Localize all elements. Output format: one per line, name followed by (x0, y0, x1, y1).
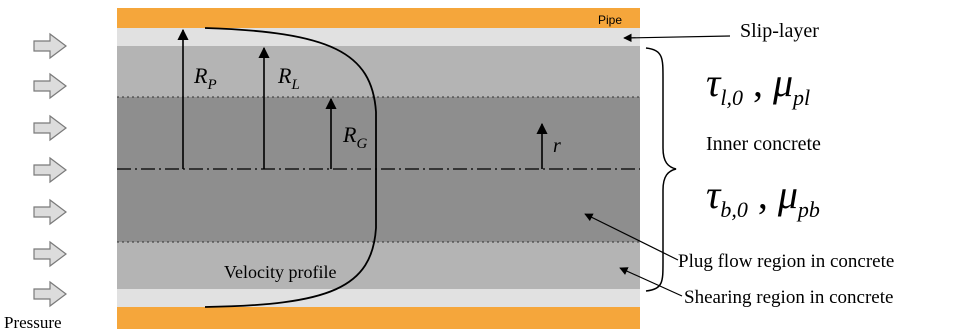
inner-concrete-brace (645, 47, 677, 292)
shearing-label: Shearing region in concrete (684, 287, 893, 308)
pressure-arrow-icon (33, 241, 67, 267)
velocity-profile-label: Velocity profile (224, 262, 336, 282)
shearing-region-bottom (117, 242, 640, 289)
pressure-arrow-icon (33, 33, 67, 59)
slip-layer-pointer (623, 33, 731, 43)
pressure-arrow-icon (33, 199, 67, 225)
inner-concrete-equation: τb,0, μpb (706, 172, 820, 222)
slip-layer-bottom (117, 289, 640, 307)
inner-concrete-label: Inner concrete (706, 133, 821, 155)
pressure-arrow-icon (33, 73, 67, 99)
velocity-profile-curve (204, 27, 377, 308)
pipe-wall-top (117, 8, 640, 28)
pressure-arrow-icon (33, 157, 67, 183)
pressure-arrows (33, 33, 67, 307)
r-label: r (553, 135, 561, 157)
slip-layer-label: Slip-layer (740, 20, 819, 42)
slip-layer-top (117, 28, 640, 46)
plug-flow-label: Plug flow region in concrete (678, 251, 894, 272)
pipe-label: Pipe (598, 13, 622, 27)
slip-layer-equation: τl,0, μpl (706, 60, 810, 110)
pressure-arrow-icon (33, 281, 67, 307)
rl-label: RL (277, 63, 300, 93)
shearing-region-top (117, 46, 640, 97)
pipe-wall-bottom (117, 307, 640, 329)
rg-label: RG (342, 122, 367, 152)
plug-flow-pointer (584, 213, 679, 261)
shearing-pointer (619, 267, 683, 297)
rp-label: RP (193, 63, 217, 93)
pressure-arrow-icon (33, 115, 67, 141)
pressure-label: Pressure (4, 313, 62, 332)
